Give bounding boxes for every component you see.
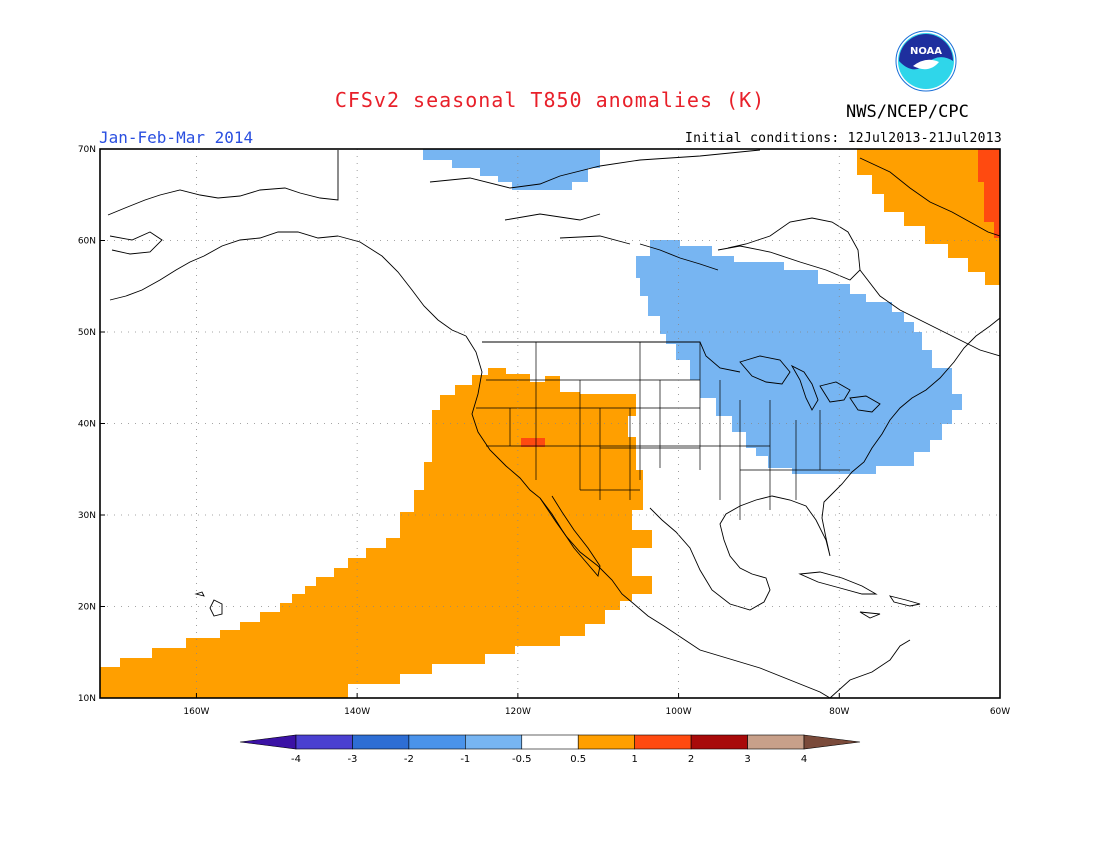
agency-label: NWS/NCEP/CPC xyxy=(846,102,969,122)
lat-tick-label: 60N xyxy=(78,237,96,247)
lon-tick-label: 140W xyxy=(344,707,370,717)
lon-tick-label: 160W xyxy=(183,707,209,717)
colorbar: -4 -3 -2 -1 -0.5 0.5 1 2 3 4 xyxy=(239,734,861,765)
lat-tick-label: 10N xyxy=(78,694,96,704)
colorbar-label: -2 xyxy=(404,754,414,765)
colorbar-label: 0.5 xyxy=(570,754,586,765)
noaa-logo: NOAA xyxy=(895,30,957,92)
colorbar-label: -4 xyxy=(291,754,301,765)
lon-tick-label: 120W xyxy=(505,707,531,717)
alaska-coast xyxy=(107,150,339,216)
colorbar-swatch xyxy=(408,734,466,750)
arctic-cool xyxy=(423,149,600,190)
lat-tick-label: 30N xyxy=(78,511,96,521)
greenland-warm-core xyxy=(978,149,1000,238)
colorbar-high-arrow xyxy=(803,734,861,750)
colorbar-low-arrow xyxy=(239,734,297,750)
colorbar-swatch xyxy=(295,734,353,750)
colorbar-swatch xyxy=(465,734,523,750)
colorbar-swatch xyxy=(521,734,579,750)
colorbar-label: -1 xyxy=(460,754,470,765)
colorbar-swatch xyxy=(747,734,805,750)
nevada-warm-core xyxy=(521,438,545,447)
caribbean-islands xyxy=(798,571,878,595)
greenland-coast xyxy=(859,157,1000,237)
anomaly-shading xyxy=(100,149,1000,698)
forecast-period: Jan-Feb-Mar 2014 xyxy=(99,128,254,147)
colorbar-label: -0.5 xyxy=(512,754,532,765)
lon-tick-label: 100W xyxy=(666,707,692,717)
lon-tick-label: 60W xyxy=(990,707,1010,717)
colorbar-swatch xyxy=(352,734,410,750)
map-axes: 70N 60N 50N 40N 30N 20N 10N 160W 140W 120W 100W 80W… xyxy=(78,145,1010,717)
lat-tick-label: 70N xyxy=(78,145,96,155)
map-title: CFSv2 seasonal T850 anomalies (K) xyxy=(334,88,766,112)
hawaii xyxy=(209,599,223,617)
colorbar-label: 4 xyxy=(801,754,807,765)
lat-tick-label: 40N xyxy=(78,420,96,430)
greenland-warm xyxy=(857,149,1000,285)
lon-tick-label: 80W xyxy=(829,707,849,717)
colorbar-swatch xyxy=(634,734,692,750)
great-lakes xyxy=(739,355,791,385)
canada-east-cool xyxy=(636,240,962,474)
svg-text:NOAA: NOAA xyxy=(910,46,942,57)
colorbar-label: 1 xyxy=(631,754,637,765)
gulf-coast xyxy=(649,317,1000,611)
hudson-bay xyxy=(717,217,861,281)
us-west-coast xyxy=(465,335,831,698)
lat-tick-label: 20N xyxy=(78,603,96,613)
colorbar-label: 3 xyxy=(744,754,750,765)
lat-tick-label: 50N xyxy=(78,328,96,338)
colorbar-label: -3 xyxy=(347,754,357,765)
pacific-west-warm xyxy=(100,368,652,698)
colorbar-swatch xyxy=(577,734,635,750)
graticule xyxy=(100,149,1000,698)
colorbar-label: 2 xyxy=(688,754,694,765)
coastlines xyxy=(107,149,1000,698)
initial-conditions: Initial conditions: 12Jul2013-21Jul2013 xyxy=(685,131,1002,146)
colorbar-swatch xyxy=(690,734,748,750)
